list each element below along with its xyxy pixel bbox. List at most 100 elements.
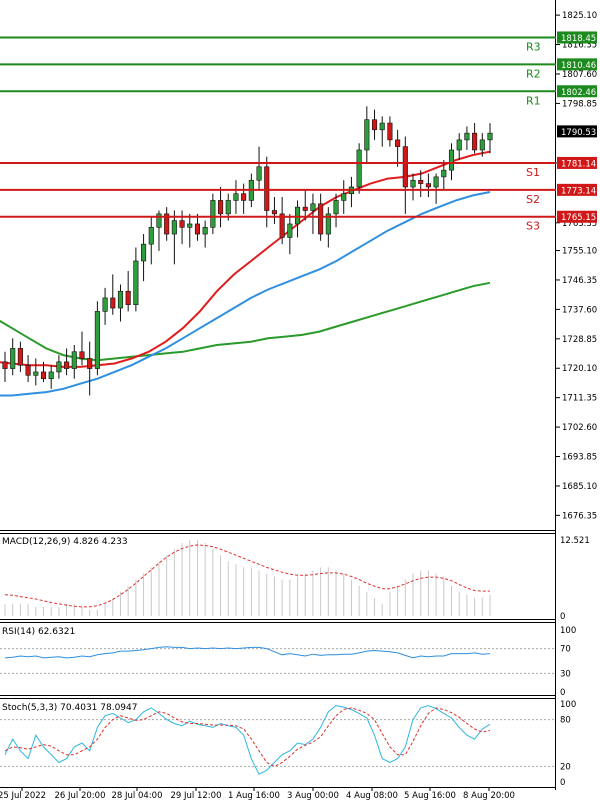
y-tick-label: 1685.10 [562, 482, 597, 492]
macd-label: MACD(12,26,9) 4.826 4.233 [2, 537, 128, 547]
candle-bull [10, 348, 16, 369]
x-tick-label: 28 Jul 04:00 [112, 791, 163, 801]
candle-bear [218, 200, 224, 215]
candle-bear [40, 371, 47, 379]
candle-bull [187, 223, 193, 228]
stoch-y-tick-label: 0 [560, 778, 565, 788]
rsi-y-tick-label: 70 [560, 645, 571, 655]
candle-bear [418, 179, 424, 184]
candle-bull [48, 371, 54, 379]
candle-bear [110, 297, 116, 309]
level-price-tag [557, 31, 597, 44]
level-name-s3: S3 [526, 220, 540, 233]
candle-bull [456, 139, 462, 151]
candle-bull [294, 206, 301, 225]
level-price-label: 1773.14 [561, 186, 596, 196]
rsi-y-tick-label: 100 [560, 626, 576, 636]
y-tick-label: 1720.10 [562, 364, 597, 374]
candle-bear [279, 213, 285, 238]
candle-bull [441, 169, 447, 178]
candle-bear [17, 348, 23, 366]
candle-bear [2, 361, 8, 369]
stoch-k-line [4, 705, 491, 775]
level-price-tag [557, 58, 597, 71]
candle-bull [448, 149, 455, 171]
macd-signal-line [4, 544, 490, 608]
level-name-r1: R1 [526, 94, 541, 107]
candle-bear [241, 193, 247, 201]
candle-bear [125, 290, 131, 305]
stoch-y-tick-label: 80 [560, 716, 571, 726]
macd-y-tick-label: 0 [560, 612, 565, 622]
level-name-s1: S1 [526, 166, 540, 179]
stoch-y-tick-label: 100 [560, 700, 576, 710]
y-tick-label: 1702.60 [562, 423, 597, 433]
candle-bull [33, 371, 39, 376]
level-price-tag [557, 85, 597, 98]
level-price-label: 1802.46 [561, 88, 596, 98]
stoch-panel: 100 80 20 0 [0, 700, 576, 788]
candle-bull [341, 193, 347, 201]
y-tick-label: 1755.10 [562, 247, 597, 257]
candle-bull [171, 220, 177, 235]
y-tick-label: 1807.60 [562, 70, 597, 80]
candle-bear [425, 183, 431, 188]
candle-bear [472, 132, 478, 151]
level-price-tag [557, 156, 597, 169]
candle-bull [333, 200, 339, 215]
main-panel: 1825.10 1816.35 1807.60 1798.85 1781.14 1763.… [0, 11, 597, 521]
y-tick-label: 1746.35 [562, 276, 597, 286]
level-price-label: 1765.15 [561, 213, 596, 223]
candle-bear [402, 146, 408, 188]
candle-bull [102, 297, 108, 312]
candle-bull [364, 119, 370, 151]
y-tick-label: 1798.85 [562, 99, 597, 109]
rsi-panel: 100 70 30 0 [0, 626, 576, 698]
x-tick-label: 26 Jul 20:00 [55, 791, 106, 801]
x-tick-label: 3 Aug 00:00 [287, 791, 339, 801]
candle-bull [56, 361, 62, 373]
x-tick-label: 8 Aug 20:00 [463, 791, 515, 801]
stoch-label: Stoch(5,3,3) 70.4031 78.0947 [2, 703, 137, 713]
candle-bull [379, 122, 385, 131]
stoch-y-tick-label: 20 [560, 762, 571, 772]
macd-panel: 12.521 0 [4, 536, 590, 622]
rsi-line [4, 646, 491, 659]
candle-bear [387, 122, 393, 141]
candle-bear [302, 206, 308, 211]
candle-bear [64, 361, 70, 369]
level-name-s2: S2 [526, 193, 540, 206]
level-price-label: 1781.14 [561, 159, 596, 169]
level-name-r2: R2 [526, 67, 541, 80]
level-name-r3: R3 [526, 40, 541, 53]
candle-bull [410, 179, 416, 188]
candle-bull [210, 200, 216, 228]
level-price-tag [557, 183, 597, 196]
y-tick-label: 1737.60 [562, 305, 597, 315]
last-price-label: 1790.53 [561, 128, 596, 138]
level-price-label: 1810.46 [561, 61, 596, 71]
level-price-tag [557, 210, 597, 223]
candle-bear [395, 139, 401, 147]
candle-bull [287, 223, 293, 238]
x-tick-label: 29 Jul 12:00 [171, 791, 222, 801]
y-tick-label: 1816.35 [562, 41, 597, 51]
candle-bull [310, 203, 316, 211]
rsi-label: RSI(14) 62.6321 [2, 627, 75, 637]
time-axis: 25 Jul 2022 26 Jul 20:00 28 Jul 04:00 29 Ju… [0, 787, 515, 801]
candle-bull [202, 227, 208, 235]
candle-bear [371, 119, 378, 131]
candle-bull [133, 260, 139, 305]
y-tick-label: 1693.85 [562, 453, 597, 463]
y-tick-label: 1763.35 [562, 219, 597, 229]
candle-bear [194, 223, 201, 235]
candle-bull [148, 227, 154, 245]
x-tick-label: 4 Aug 08:00 [346, 791, 398, 801]
candle-bull [225, 200, 231, 215]
y-tick-label: 1676.35 [562, 511, 597, 521]
candle-bull [256, 166, 262, 181]
candle-bear [87, 358, 93, 369]
candle-bull [71, 351, 77, 369]
candle-bull [433, 176, 439, 188]
candle-bear [264, 166, 270, 211]
